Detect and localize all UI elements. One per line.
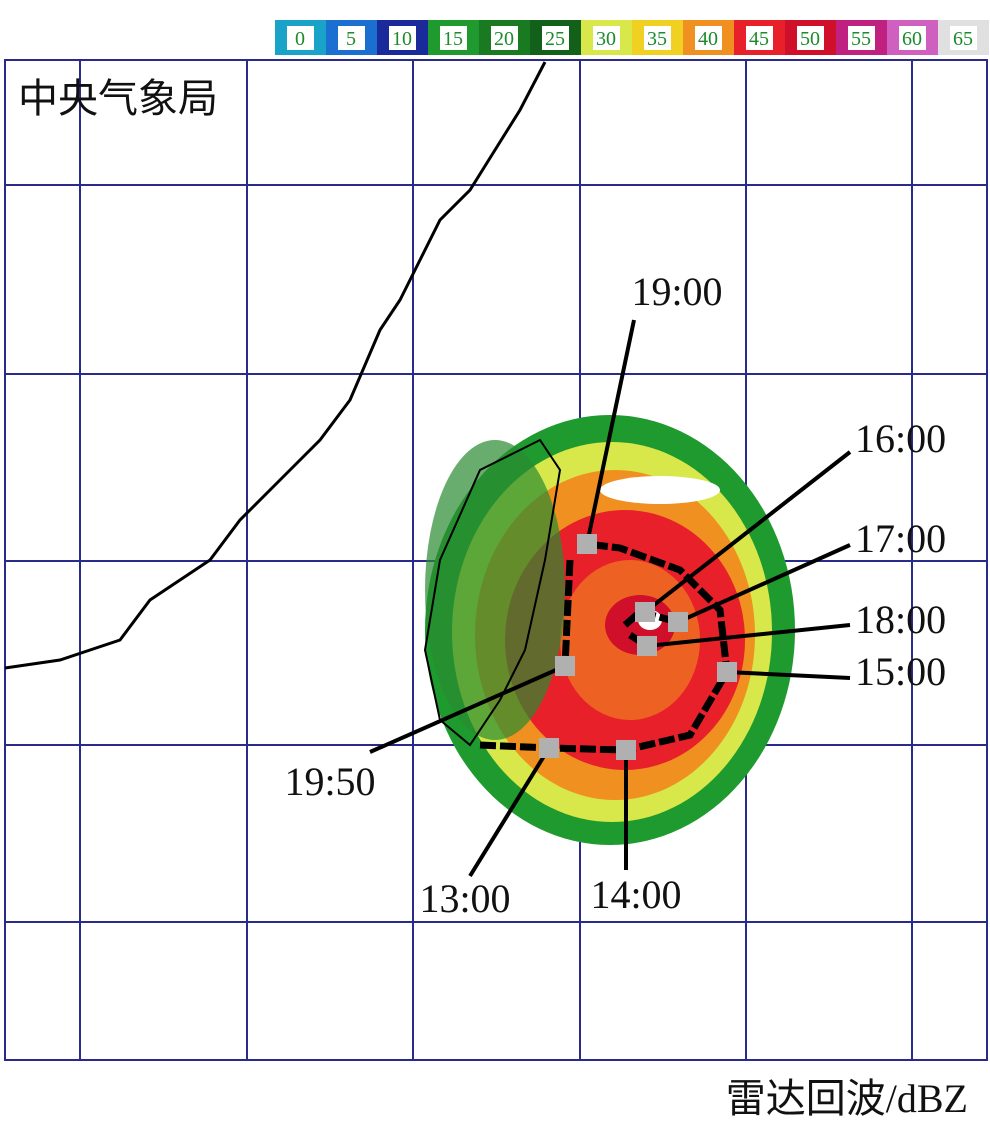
legend-label: 45 [749, 28, 769, 50]
legend-label: 65 [953, 28, 973, 50]
legend-label: 5 [346, 28, 356, 50]
time-label: 19:50 [284, 759, 375, 804]
legend-label-box [287, 26, 314, 50]
leader-line [726, 670, 851, 680]
track-point [668, 612, 688, 632]
leader-line [646, 623, 851, 648]
legend-label: 20 [494, 28, 514, 50]
legend-label-box [440, 26, 467, 50]
legend-label-box [338, 26, 365, 50]
legend-label-box [950, 26, 977, 50]
legend-label-box [899, 26, 926, 50]
radar-echo [425, 415, 795, 845]
legend-label-box [695, 26, 722, 50]
legend-label: 50 [800, 28, 820, 50]
legend-label-box [593, 26, 620, 50]
agency-label: 中央气象局 [18, 76, 218, 122]
time-label: 13:00 [419, 876, 510, 921]
coastline [4, 61, 547, 670]
legend-label-box [746, 26, 773, 50]
caption: 雷达回波/dBZ [726, 1076, 968, 1121]
legend-label: 35 [647, 28, 667, 50]
time-label: 18:00 [855, 597, 946, 642]
time-label: 19:00 [631, 269, 722, 314]
legend-label-box [797, 26, 824, 50]
legend-label: 40 [698, 28, 718, 50]
track-point [539, 738, 559, 758]
legend-label-box [491, 26, 518, 50]
legend-label: 10 [392, 28, 412, 50]
leader-line [677, 543, 851, 624]
track-point [717, 662, 737, 682]
time-label: 17:00 [855, 516, 946, 561]
legend-label: 25 [545, 28, 565, 50]
time-label: 16:00 [855, 416, 946, 461]
track-point [555, 656, 575, 676]
track-point [577, 534, 597, 554]
time-label: 15:00 [855, 649, 946, 694]
legend-label: 55 [851, 28, 871, 50]
track-point [616, 740, 636, 760]
legend-label: 15 [443, 28, 463, 50]
legend-label-box [644, 26, 671, 50]
legend: 0 5 10 15 20 25 30 35 40 45 50 55 60 65 [275, 20, 989, 55]
track-point [637, 636, 657, 656]
time-label: 14:00 [590, 872, 681, 917]
legend-label-box [542, 26, 569, 50]
leader-line [643, 450, 852, 614]
legend-label-box [389, 26, 416, 50]
legend-label: 30 [596, 28, 616, 50]
legend-label: 60 [902, 28, 922, 50]
island-outline [423, 438, 562, 747]
leader-line [585, 319, 636, 545]
legend-label: 0 [295, 28, 305, 50]
leader-line [468, 746, 551, 878]
leader-line [369, 664, 566, 754]
track-point [635, 602, 655, 622]
legend-label-box [848, 26, 875, 50]
